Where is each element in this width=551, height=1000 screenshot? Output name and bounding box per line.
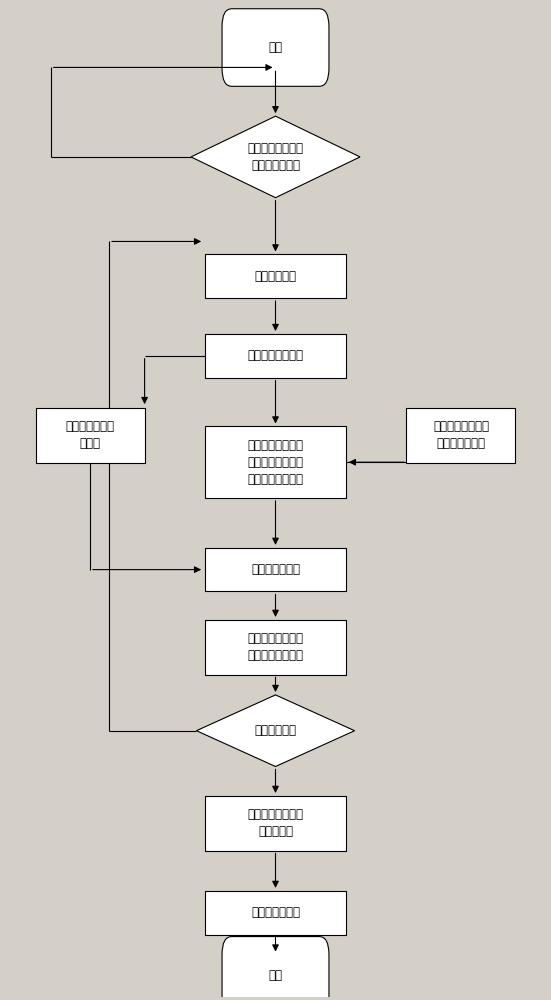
Text: 回放图像，生成缺
陷图像报表: 回放图像，生成缺 陷图像报表 (247, 808, 304, 838)
Bar (204, 891, 347, 935)
FancyBboxPatch shape (222, 937, 329, 1000)
Text: 图像数据处理（计
算接触线导高、拉
出值、磨耗等值）: 图像数据处理（计 算接触线导高、拉 出值、磨耗等值） (247, 439, 304, 486)
Text: 连接打印机打印: 连接打印机打印 (251, 906, 300, 919)
Bar (204, 620, 347, 675)
Text: 开始: 开始 (268, 41, 283, 54)
FancyBboxPatch shape (222, 9, 329, 86)
Text: 是否检测结束: 是否检测结束 (255, 724, 296, 737)
Bar (204, 334, 347, 378)
Text: 将修正数据和里程
存储到对应图像中: 将修正数据和里程 存储到对应图像中 (247, 632, 304, 662)
Bar (35, 408, 144, 463)
Polygon shape (196, 695, 355, 767)
Bar (204, 548, 347, 591)
Bar (204, 796, 347, 851)
Text: 修正接触线数据: 修正接触线数据 (251, 563, 300, 576)
Text: 根据脉冲信号计
算里程: 根据脉冲信号计 算里程 (66, 420, 115, 450)
Text: 里程编码器是否发
出触发脉冲信号: 里程编码器是否发 出触发脉冲信号 (247, 142, 304, 172)
Bar (204, 254, 347, 298)
Bar (407, 408, 516, 463)
Bar (204, 426, 347, 498)
Polygon shape (191, 116, 360, 198)
Text: 相机采集图像: 相机采集图像 (255, 270, 296, 283)
Text: 结束: 结束 (268, 969, 283, 982)
Text: 激光位移传感器和
倾角传感器数据: 激光位移传感器和 倾角传感器数据 (433, 420, 489, 450)
Text: 图像的压缩、存储: 图像的压缩、存储 (247, 349, 304, 362)
